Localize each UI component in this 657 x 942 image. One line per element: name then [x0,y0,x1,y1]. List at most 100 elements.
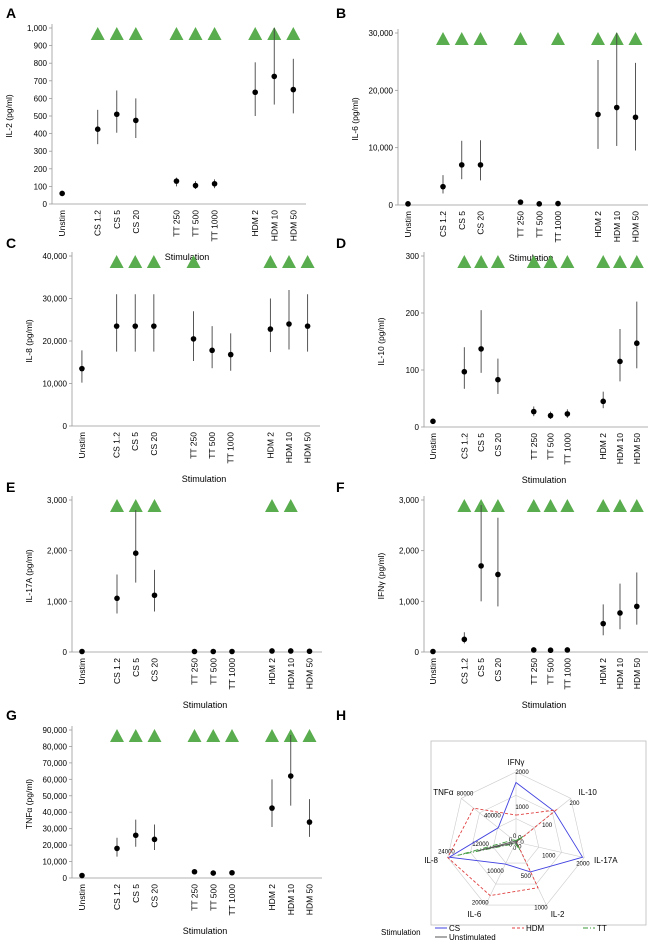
category-label: TT 250 [529,658,539,685]
data-point [190,336,197,342]
data-point [461,368,468,375]
y-tick-label: 50,000 [43,792,68,801]
radar-frame [430,740,647,926]
radar-grid-ring [470,795,562,885]
category-label: HDM 10 [615,658,625,689]
y-axis-label: IL-10 (pg/ml) [376,317,386,365]
data-point [286,321,292,327]
category-label: CS 1.2 [459,433,469,459]
category-label: TT 500 [207,432,217,459]
y-tick-label: 2,000 [399,547,420,556]
data-point [133,117,139,124]
data-point [517,199,524,205]
data-point [287,773,294,779]
radar-tick-label: 2000 [576,861,590,867]
data-point [114,845,120,852]
data-point [613,104,620,111]
radar-tick-label: 0 [513,834,517,840]
y-tick-label: 3,000 [47,496,68,505]
y-tick-label: 20,000 [43,337,68,346]
significance-marker [263,255,278,268]
data-point [79,365,85,372]
category-label: HDM 50 [631,211,641,242]
category-label: CS 20 [149,432,159,456]
radar-tick-label: 0 [509,843,513,849]
legend-label: HDM [526,924,545,933]
y-tick-label: 30,000 [43,825,68,834]
category-label: CS 20 [150,884,160,908]
y-axis-label: IL-2 (pg/ml) [4,94,14,138]
radar-series-hdm [447,807,558,897]
data-point [114,595,120,602]
data-point [209,347,215,354]
y-tick-label: 1,000 [47,597,68,606]
significance-marker [109,255,124,268]
significance-marker [628,32,643,45]
panel-b: B 0 10,000 20,000 30,000 IL-6 (pg/ml) Unstim CS… [336,5,648,263]
category-label: CS 20 [131,210,141,234]
data-point [269,805,275,811]
data-point [113,323,120,329]
data-point [555,200,561,207]
data-point [191,868,198,875]
data-point [530,647,537,653]
data-point [267,326,274,332]
data-point [252,89,258,96]
significance-marker [300,255,315,268]
panel-f: F 0 1,000 2,000 3,000 IFNγ (pg/ml) Unstim CS 1.… [336,479,648,710]
y-tick-label: 20,000 [43,841,68,850]
data-point [79,648,85,655]
category-label: Unstim [77,658,87,684]
category-label: CS 1.2 [93,210,103,236]
significance-marker [596,499,611,512]
significance-marker [613,255,627,268]
y-tick-label: 0 [63,422,68,431]
significance-marker [457,499,472,512]
y-tick-label: 0 [415,648,420,657]
data-point [210,648,217,655]
category-label: CS 20 [493,658,503,682]
data-point [477,162,484,168]
significance-marker [128,255,143,268]
data-point [210,870,217,876]
category-label: CS 5 [476,658,486,677]
category-label: CS 5 [131,884,141,903]
radar-tick-label: 1000 [534,906,548,912]
radar-tick-label: 0 [509,837,513,843]
significance-marker [560,255,575,268]
data-point [229,648,235,655]
significance-marker [146,255,161,268]
category-label: HDM 2 [598,433,608,460]
significance-marker [526,499,541,512]
x-axis-label: Stimulation [522,475,567,485]
x-axis-label: Stimulation [165,252,210,262]
y-tick-label: 30,000 [43,295,68,304]
y-tick-label: 200 [406,309,420,318]
category-label: HDM 50 [288,210,298,241]
data-point [151,592,158,599]
category-label: TT 250 [190,884,200,911]
panel-letter: G [6,707,17,723]
data-point [430,418,436,425]
category-label: HDM 10 [286,658,296,689]
y-axis-label: TNFα (pg/ml) [24,779,34,829]
data-point [461,636,468,643]
radar-tick-label: 200 [569,801,580,807]
category-label: TT 1000 [562,433,572,465]
significance-marker [109,27,124,40]
significance-marker [286,27,301,40]
category-label: TT 250 [529,433,539,460]
category-label: CS 5 [476,433,486,452]
significance-marker [436,32,450,45]
category-label: TT 250 [190,658,200,685]
category-label: HDM 2 [598,658,608,685]
panel-letter: D [336,235,346,251]
category-label: Unstim [77,884,87,910]
y-tick-label: 100 [34,182,48,191]
category-label: CS 5 [130,432,140,451]
category-label: TT 500 [191,210,201,237]
significance-marker [302,729,317,742]
category-label: HDM 10 [612,211,622,242]
category-label: HDM 10 [284,432,294,463]
